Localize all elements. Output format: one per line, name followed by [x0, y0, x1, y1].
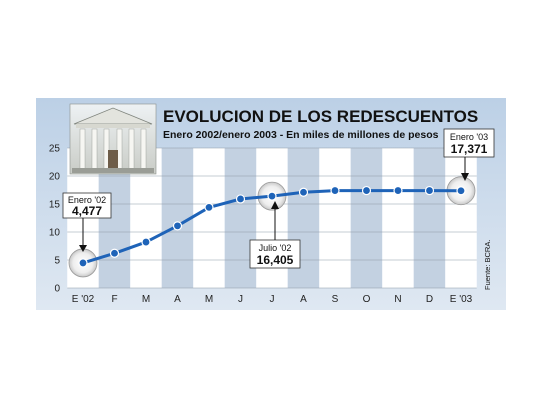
data-point: [456, 186, 466, 196]
y-tick-label: 15: [49, 200, 61, 211]
x-tick-label: O: [363, 294, 371, 305]
x-tick-label: E '03: [450, 294, 473, 305]
x-tick-label: A: [300, 294, 307, 305]
x-tick-label: F: [111, 294, 117, 305]
callout-enero-03: Enero '03 17,371: [443, 128, 495, 181]
y-tick-label: 10: [49, 228, 61, 239]
chart-title: EVOLUCION DE LOS REDESCUENTOS: [163, 107, 478, 126]
y-tick-label: 0: [54, 284, 60, 295]
y-tick-label: 5: [54, 256, 60, 267]
x-tick-label: E '02: [72, 294, 95, 305]
data-point: [361, 185, 372, 196]
data-point: [330, 185, 340, 196]
column-stripe: [445, 148, 477, 288]
data-points: [78, 185, 466, 268]
x-tick-label: M: [142, 294, 150, 305]
x-tick-label: J: [238, 294, 243, 305]
data-point: [172, 221, 183, 231]
x-tick-label: A: [174, 294, 181, 305]
data-point: [204, 202, 214, 212]
x-tick-label: N: [394, 294, 401, 305]
x-tick-label: S: [332, 294, 339, 305]
callout-julio-02-value: 16,405: [257, 253, 294, 267]
data-point: [393, 185, 403, 196]
y-tick-label: 20: [49, 172, 61, 183]
callout-enero-02: Enero '02 4,477: [62, 192, 112, 252]
column-stripe: [350, 148, 383, 288]
x-tick-label: M: [205, 294, 213, 305]
y-tick-label: 25: [49, 144, 61, 155]
x-tick-label: D: [426, 294, 433, 305]
gridlines: [67, 147, 477, 289]
data-point: [298, 187, 309, 197]
column-stripe: [413, 148, 446, 288]
data-point: [109, 248, 120, 258]
x-axis: E '02 F M A M J J A S O N D E '03: [72, 294, 473, 305]
callout-julio-02-label: Julio '02: [259, 243, 292, 253]
y-axis: 0 5 10 15 20 25: [49, 144, 61, 295]
column-stripe: [382, 148, 414, 288]
building-photo: [69, 103, 157, 175]
source-note: Fuente: BCRA.: [483, 240, 492, 290]
chart-subtitle: Enero 2002/enero 2003 - En miles de mill…: [163, 129, 439, 141]
data-point: [424, 185, 435, 196]
data-point: [141, 237, 151, 247]
callout-enero-03-label: Enero '03: [450, 132, 488, 142]
callout-enero-02-value: 4,477: [72, 204, 102, 218]
column-stripe: [193, 148, 225, 288]
data-point: [78, 258, 88, 268]
column-stripe: [319, 148, 351, 288]
callout-julio-02: Julio '02 16,405: [249, 201, 301, 269]
callout-enero-03-value: 17,371: [451, 142, 488, 156]
data-point: [267, 191, 277, 201]
x-tick-label: J: [270, 294, 275, 305]
callout-enero-02-label: Enero '02: [68, 195, 106, 205]
data-point: [235, 194, 246, 204]
